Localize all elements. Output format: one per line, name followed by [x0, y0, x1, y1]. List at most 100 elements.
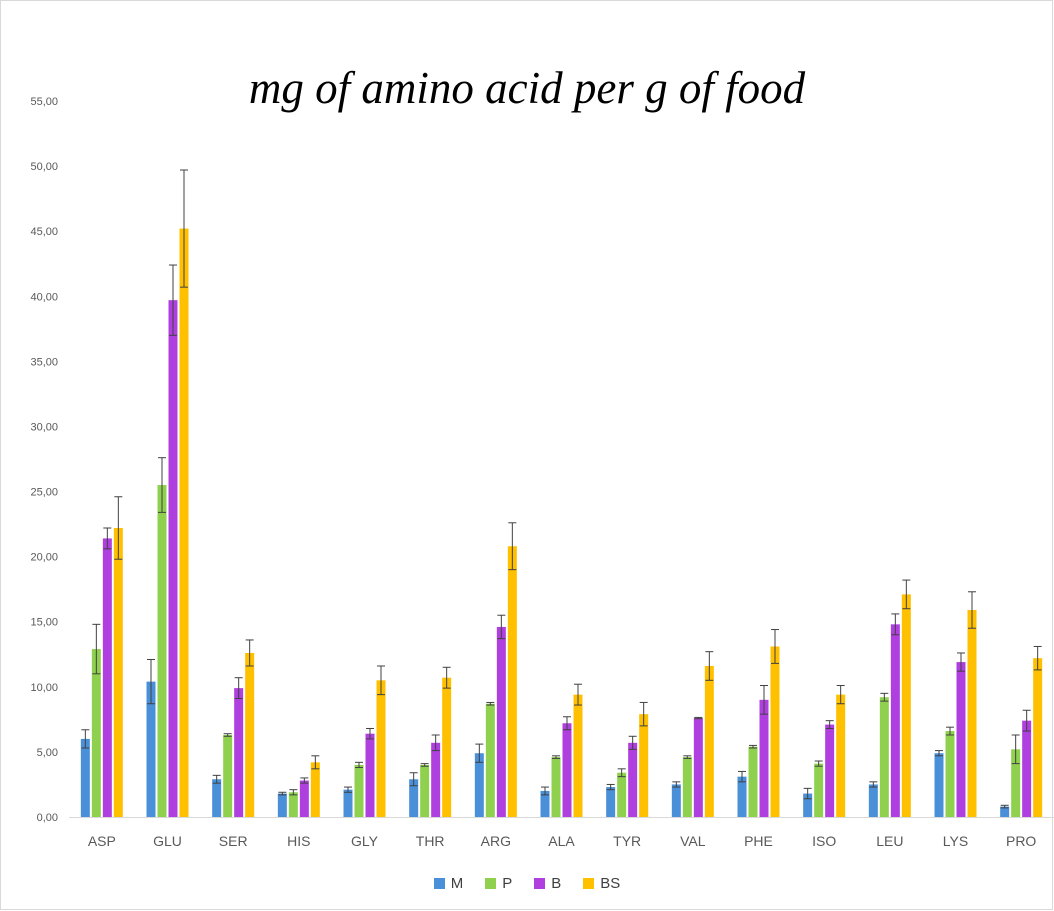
bar-P-LEU: [879, 697, 889, 817]
bar-B-SER: [234, 688, 244, 817]
x-tick-label: LYS: [943, 833, 968, 849]
x-tick-label: ASP: [88, 833, 116, 849]
bar-P-TYR: [617, 772, 627, 817]
x-tick-label: PRO: [1006, 833, 1036, 849]
bar-BS-ARG: [507, 546, 517, 817]
bar-BS-GLU: [179, 228, 189, 817]
bar-B-PRO: [1022, 720, 1032, 817]
bar-M-ARG: [474, 753, 484, 817]
bar-B-VAL: [693, 718, 703, 817]
bar-M-GLY: [343, 789, 353, 817]
bar-M-VAL: [671, 784, 681, 817]
y-tick-label: 30,00: [30, 421, 58, 433]
legend: M P B BS: [0, 871, 1054, 895]
x-tick-label: ISO: [812, 833, 836, 849]
bar-M-ISO: [803, 793, 813, 817]
bar-M-LYS: [934, 753, 944, 817]
bar-M-SER: [212, 779, 222, 817]
bar-BS-LEU: [901, 594, 911, 817]
y-tick-label: 25,00: [30, 487, 58, 499]
bar-BS-ALA: [573, 694, 583, 817]
y-tick-label: 50,00: [30, 161, 58, 173]
bar-M-PHE: [737, 776, 747, 817]
bar-P-ALA: [551, 757, 561, 817]
bar-M-HIS: [277, 793, 287, 817]
bar-BS-HIS: [310, 762, 320, 817]
bar-B-TYR: [628, 742, 638, 817]
y-tick-label: 5,00: [37, 747, 58, 759]
y-tick-label: 10,00: [30, 682, 58, 694]
legend-swatch: [433, 877, 445, 889]
bar-BS-ASP: [113, 527, 123, 817]
bar-M-TYR: [606, 787, 616, 817]
legend-label: BS: [600, 874, 621, 892]
bar-B-ARG: [496, 626, 506, 817]
bar-P-VAL: [682, 757, 692, 817]
x-tick-label: GLY: [351, 833, 379, 849]
y-tick-label: 55,00: [30, 96, 58, 108]
y-tick-label: 15,00: [30, 617, 58, 629]
x-tick-label: ALA: [548, 833, 575, 849]
x-tick-label: SER: [219, 833, 248, 849]
bar-BS-TYR: [639, 714, 649, 817]
y-tick-label: 45,00: [30, 226, 58, 238]
bar-P-GLY: [354, 764, 364, 817]
bar-P-LYS: [945, 731, 955, 817]
x-tick-label: ARG: [481, 833, 511, 849]
bar-M-THR: [409, 779, 419, 817]
bar-B-ISO: [825, 724, 835, 817]
y-tick-label: 40,00: [30, 291, 58, 303]
x-tick-label: VAL: [680, 833, 706, 849]
bar-M-LEU: [868, 784, 878, 817]
bar-B-ALA: [562, 723, 572, 817]
bar-M-GLU: [146, 681, 156, 817]
x-tick-label: HIS: [287, 833, 310, 849]
legend-swatch: [485, 877, 497, 889]
bar-B-GLY: [365, 733, 375, 817]
bar-B-ASP: [102, 538, 112, 817]
legend-swatch: [534, 877, 546, 889]
bar-BS-VAL: [704, 665, 714, 817]
y-tick-label: 35,00: [30, 356, 58, 368]
bar-M-ASP: [80, 738, 90, 817]
bar-P-PRO: [1011, 749, 1021, 817]
bar-B-LYS: [956, 662, 966, 817]
y-tick-label: 20,00: [30, 552, 58, 564]
bar-M-ALA: [540, 790, 550, 817]
x-tick-label: TYR: [613, 833, 641, 849]
bar-P-SER: [223, 734, 233, 817]
bar-BS-ISO: [836, 694, 846, 817]
legend-entry-BS: BS: [583, 875, 620, 892]
bar-P-ARG: [485, 703, 495, 817]
bar-P-HIS: [288, 792, 298, 817]
bar-B-GLU: [168, 300, 178, 817]
legend-label: B: [551, 874, 562, 892]
bar-B-HIS: [299, 780, 309, 817]
bar-P-ASP: [91, 649, 101, 817]
bar-P-ISO: [814, 763, 824, 817]
legend-label: M: [450, 874, 464, 892]
x-tick-label: GLU: [153, 833, 182, 849]
legend-entry-B: B: [534, 875, 561, 892]
bar-BS-LYS: [967, 610, 977, 817]
chart-title: mg of amino acid per g of food: [248, 63, 806, 113]
bar-BS-PRO: [1033, 658, 1043, 817]
bar-B-PHE: [759, 699, 769, 817]
legend-label: P: [502, 874, 513, 892]
bar-M-PRO: [1000, 806, 1010, 817]
legend-swatch: [583, 877, 595, 889]
bar-BS-GLY: [376, 680, 386, 817]
bar-P-PHE: [748, 746, 758, 817]
y-tick-label: 0,00: [37, 812, 58, 824]
bar-P-THR: [420, 764, 430, 817]
legend-entry-M: M: [433, 874, 464, 892]
bar-B-THR: [431, 742, 441, 817]
x-tick-label: PHE: [744, 833, 773, 849]
bar-BS-PHE: [770, 646, 780, 817]
x-tick-label: THR: [416, 833, 445, 849]
x-tick-label: LEU: [876, 833, 903, 849]
bar-P-GLU: [157, 485, 167, 817]
legend-entry-P: P: [485, 875, 512, 892]
bar-BS-THR: [442, 677, 452, 817]
